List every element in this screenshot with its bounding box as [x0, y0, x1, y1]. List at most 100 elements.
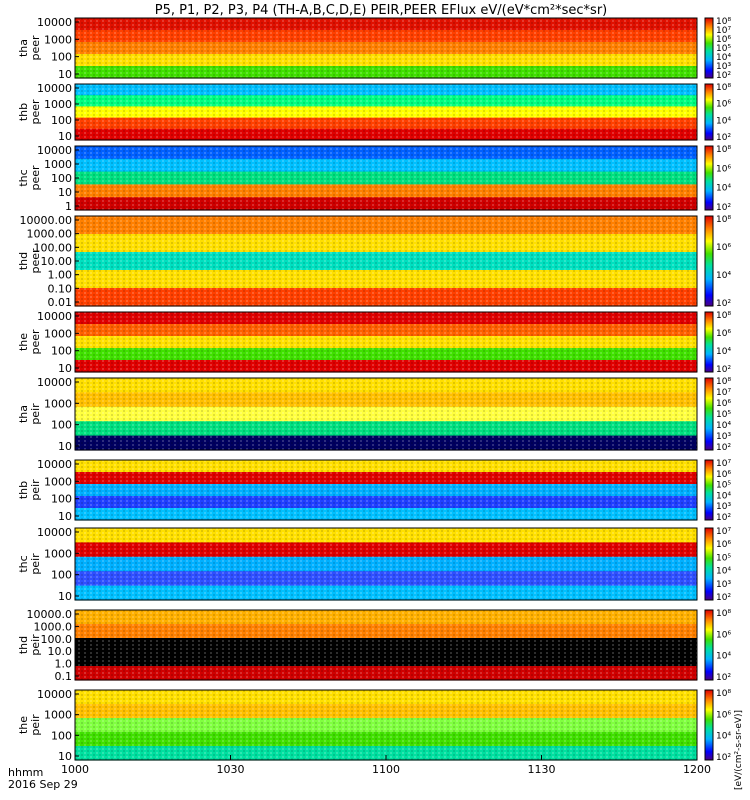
y-tick-label: 1000 — [44, 327, 72, 340]
y-tick-label: 100 — [51, 114, 72, 127]
colorbar-tick-label: 10⁴ — [716, 732, 731, 742]
y-axis-label: thd — [17, 636, 30, 654]
panel-frame — [74, 83, 698, 141]
y-axis-label: peer — [29, 248, 42, 274]
colorbar-tick-label: 10⁶ — [716, 35, 731, 45]
y-tick-label: 100 — [51, 172, 72, 185]
y-axis-label: peir — [29, 714, 42, 736]
y-axis-label: the — [17, 333, 30, 351]
y-tick-label: 10.00 — [41, 255, 73, 268]
y-tick-label: 10 — [58, 362, 72, 375]
y-tick-label: 1000 — [44, 547, 72, 560]
colorbar-tick-label: 10² — [716, 133, 731, 143]
y-tick-label: 1000.00 — [27, 228, 73, 241]
date-label: 2016 Sep 29 — [8, 778, 78, 791]
y-tick-label: 1000 — [44, 33, 72, 46]
y-tick-label: 1000.0 — [34, 620, 73, 633]
panel-10: 10 100 1000 10000 the peir 10² 10⁴ 10⁶ 10⁸ — [17, 688, 731, 763]
colorbar — [704, 377, 714, 451]
panel-frame — [74, 609, 698, 681]
y-tick-label: 1000 — [44, 709, 72, 722]
colorbar-tick-label: 10⁸ — [716, 17, 731, 27]
y-tick-label: 1000 — [44, 158, 72, 171]
colorbar-tick-label: 10⁶ — [716, 540, 731, 550]
colorbar — [704, 145, 714, 211]
y-tick-label: 10.0 — [48, 645, 73, 658]
panel-5: 10 100 1000 10000 the peer 10² 10⁴ 10⁶ 10⁸ — [17, 310, 731, 375]
colorbar-tick-label: 10⁴ — [716, 567, 731, 577]
time-label: hhmm — [8, 766, 43, 779]
colorbar — [704, 459, 714, 521]
colorbar — [704, 83, 714, 141]
panel-1: 10 100 1000 10000 tha peer 10²10³10⁴10⁵10⁶10⁷1… — [17, 16, 731, 81]
colorbar-tick-label: 10⁸ — [716, 609, 731, 619]
colorbar-tick-label: 10⁶ — [716, 630, 731, 640]
colorbar-tick-label: 10⁸ — [716, 689, 731, 699]
colorbar-tick-label: 10⁴ — [716, 347, 731, 357]
colorbar-tick-label: 10⁶ — [716, 470, 731, 480]
y-axis-label: thd — [17, 252, 30, 270]
spectrogram-texture — [75, 528, 697, 600]
spectrogram-texture — [75, 312, 697, 372]
y-axis-label: peir — [29, 403, 42, 425]
y-tick-label: 1.00 — [48, 269, 73, 282]
y-axis-label: thc — [17, 555, 30, 572]
spectrogram-texture — [75, 216, 697, 306]
y-axis-label: peer — [29, 329, 42, 355]
y-tick-label: 10000 — [37, 144, 72, 157]
colorbar-tick-label: 10⁵ — [716, 410, 731, 420]
colorbar-tick-label: 10³ — [716, 580, 731, 590]
colorbar — [704, 311, 714, 373]
y-axis-label: peir — [29, 553, 42, 575]
colorbar-tick-label: 10⁴ — [716, 421, 731, 431]
y-axis-label: thc — [17, 169, 30, 186]
colorbar-tick-label: 10³ — [716, 502, 731, 512]
spectrogram-texture — [75, 690, 697, 760]
colorbar-tick-label: 10⁷ — [716, 459, 731, 469]
colorbar-tick-label: 10⁴ — [716, 184, 731, 194]
colorbar-tick-label: 10² — [716, 443, 731, 453]
colorbar-tick-label: 10⁶ — [716, 243, 731, 253]
colorbar-tick-label: 10⁴ — [716, 652, 731, 662]
y-tick-label: 10 — [58, 186, 72, 199]
colorbar-tick-label: 10² — [716, 203, 731, 213]
y-tick-label: 10000 — [37, 82, 72, 95]
y-axis-label: peer — [29, 165, 42, 191]
spectrogram-texture — [75, 460, 697, 520]
y-tick-label: 10000 — [37, 376, 72, 389]
spectrogram-texture — [75, 378, 697, 450]
panel-2: 10 100 1000 10000 thb peer 10² 10⁴ 10⁶ 10⁸ — [17, 82, 731, 143]
y-tick-label: 10000.00 — [20, 214, 73, 227]
colorbar-tick-label: 10⁵ — [716, 481, 731, 491]
colorbar-tick-label: 10⁵ — [716, 553, 731, 563]
x-tick-label: 1100 — [372, 763, 400, 776]
colorbar — [704, 527, 714, 601]
panel-6: 10 100 1000 10000 tha peir 10²10³10⁴10⁵10⁶10⁷1… — [17, 376, 731, 453]
colorbar-tick-label: 10⁴ — [716, 271, 731, 281]
colorbar-tick-label: 10⁶ — [716, 100, 731, 110]
y-axis-label: tha — [17, 405, 30, 423]
y-axis-label: the — [17, 716, 30, 734]
y-tick-label: 1000 — [44, 397, 72, 410]
colorbar-unit: [eV/(cm²-s-sr-eV)] — [734, 710, 744, 790]
colorbar-tick-label: 10⁵ — [716, 44, 731, 54]
colorbar-tick-label: 10⁷ — [716, 26, 731, 36]
y-tick-label: 10 — [58, 590, 72, 603]
spectrogram-texture — [75, 146, 697, 210]
x-tick-label: 1030 — [217, 763, 245, 776]
colorbar-tick-label: 10⁶ — [716, 399, 731, 409]
y-tick-label: 10000.0 — [27, 608, 73, 621]
colorbar-tick-label: 10⁶ — [716, 329, 731, 339]
colorbar-tick-label: 10² — [716, 593, 731, 603]
colorbar-tick-label: 10⁴ — [716, 53, 731, 63]
colorbar-tick-label: 10⁷ — [716, 527, 731, 537]
y-tick-label: 0.10 — [48, 282, 73, 295]
colorbar-tick-label: 10³ — [716, 62, 731, 72]
y-tick-label: 100.0 — [41, 633, 73, 646]
